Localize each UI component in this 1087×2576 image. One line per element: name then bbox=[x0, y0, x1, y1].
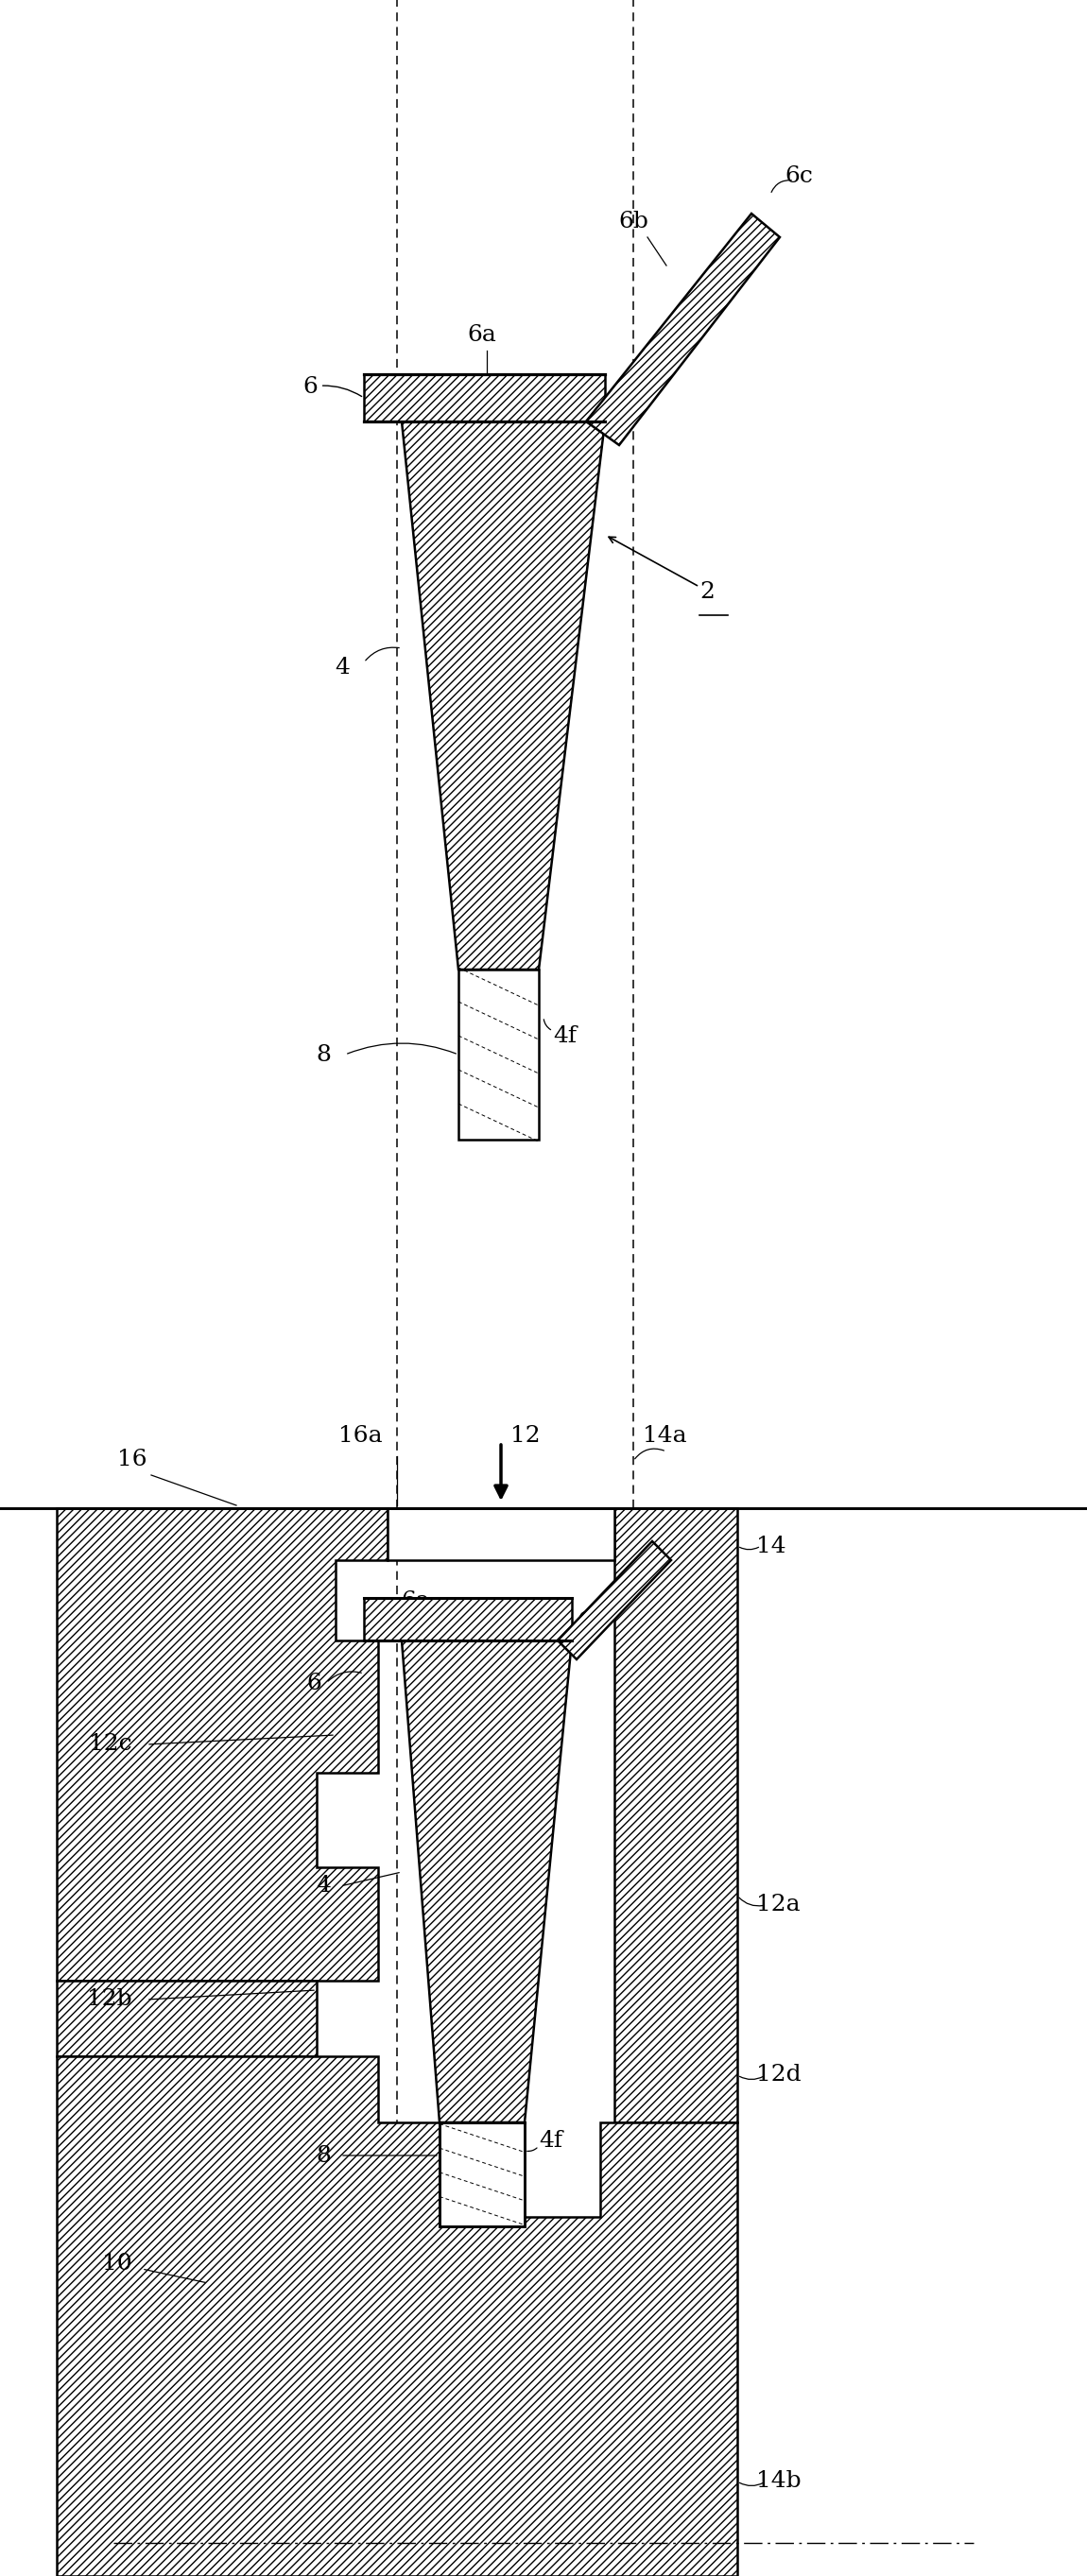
Text: 8: 8 bbox=[316, 1043, 330, 1066]
Text: 16: 16 bbox=[117, 1448, 147, 1471]
Polygon shape bbox=[402, 422, 605, 969]
Text: 4: 4 bbox=[316, 1875, 330, 1896]
Text: 14a: 14a bbox=[642, 1425, 687, 1448]
Text: 6b: 6b bbox=[619, 211, 648, 232]
Text: 12a: 12a bbox=[757, 1893, 800, 1917]
Polygon shape bbox=[586, 214, 779, 446]
Text: 16a: 16a bbox=[339, 1425, 383, 1448]
Text: 4f: 4f bbox=[553, 1025, 577, 1046]
Polygon shape bbox=[558, 1540, 671, 1659]
Text: 12b: 12b bbox=[87, 1989, 133, 2009]
Polygon shape bbox=[364, 1597, 572, 1641]
Text: 6a: 6a bbox=[401, 1589, 430, 1613]
Polygon shape bbox=[364, 374, 605, 422]
Polygon shape bbox=[614, 1507, 737, 2123]
Text: 6c: 6c bbox=[634, 1553, 662, 1577]
Text: 14b: 14b bbox=[757, 2470, 801, 2494]
Text: 12d: 12d bbox=[757, 2063, 801, 2087]
Text: 6c: 6c bbox=[785, 165, 813, 185]
Text: 6b: 6b bbox=[576, 1610, 607, 1633]
Text: 12c: 12c bbox=[89, 1734, 133, 1754]
Text: 6: 6 bbox=[307, 1672, 322, 1695]
Polygon shape bbox=[402, 1641, 572, 2123]
Polygon shape bbox=[459, 969, 539, 1139]
Text: 6: 6 bbox=[302, 376, 362, 397]
Polygon shape bbox=[57, 2056, 737, 2576]
Polygon shape bbox=[57, 1507, 388, 1981]
Polygon shape bbox=[388, 1507, 614, 1561]
Text: 8: 8 bbox=[316, 2146, 330, 2166]
Text: 2: 2 bbox=[699, 580, 714, 603]
Polygon shape bbox=[57, 1981, 316, 2056]
Text: 6a: 6a bbox=[467, 325, 497, 345]
Text: 14: 14 bbox=[757, 1535, 786, 1556]
Text: 4f: 4f bbox=[539, 2130, 563, 2151]
Text: 12: 12 bbox=[511, 1425, 540, 1448]
Text: 4: 4 bbox=[335, 657, 350, 677]
Polygon shape bbox=[439, 2123, 525, 2226]
Text: 10: 10 bbox=[102, 2254, 133, 2275]
